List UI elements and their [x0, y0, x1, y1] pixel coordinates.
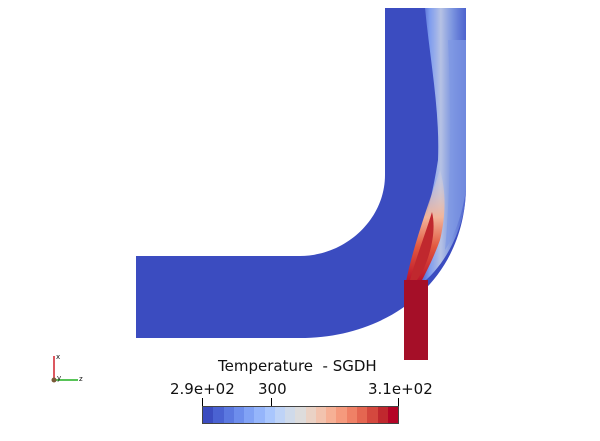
colorbar-min-label: 2.9e+02 [170, 380, 235, 398]
colorbar-swatch [233, 407, 245, 423]
colorbar-swatch [387, 407, 399, 423]
axes-triad: x y z [51, 353, 83, 383]
axis-x-label: x [56, 353, 60, 361]
colorbar-swatch [274, 407, 286, 423]
mixing-plume [406, 8, 466, 288]
colorbar-swatch [367, 407, 378, 423]
colorbar-swatch [336, 407, 347, 423]
orientation-axes-widget: x y z [44, 350, 86, 386]
axis-y-label: y [57, 374, 61, 382]
colorbar-tick-min [202, 398, 203, 406]
colorbar-tick-mid [271, 398, 272, 406]
colorbar-swatch [264, 407, 275, 423]
colorbar-swatch [356, 407, 368, 423]
colorbar-swatch [203, 407, 214, 423]
colorbar-swatch [295, 407, 306, 423]
colorbar-swatch [305, 407, 316, 423]
colorbar-swatch [285, 407, 296, 423]
colorbar-swatch [315, 407, 327, 423]
hot-inlet-pipe [404, 280, 428, 360]
colorbar-swatch [244, 407, 255, 423]
colorbar-swatch [346, 407, 357, 423]
colorbar-max-label: 3.1e+02 [368, 380, 433, 398]
colorbar-swatch [213, 407, 224, 423]
axis-z-label: z [79, 375, 83, 383]
colorbar-title: Temperature - SGDH [218, 357, 377, 375]
colorbar-tick-max [398, 398, 399, 406]
colorbar-swatch [326, 407, 337, 423]
elbow-pipe [136, 8, 466, 338]
colorbar-swatch [377, 407, 388, 423]
temperature-colorbar [202, 406, 399, 424]
colorbar-swatch [254, 407, 265, 423]
colorbar-swatch [223, 407, 234, 423]
colorbar-mid-label: 300 [258, 380, 287, 398]
